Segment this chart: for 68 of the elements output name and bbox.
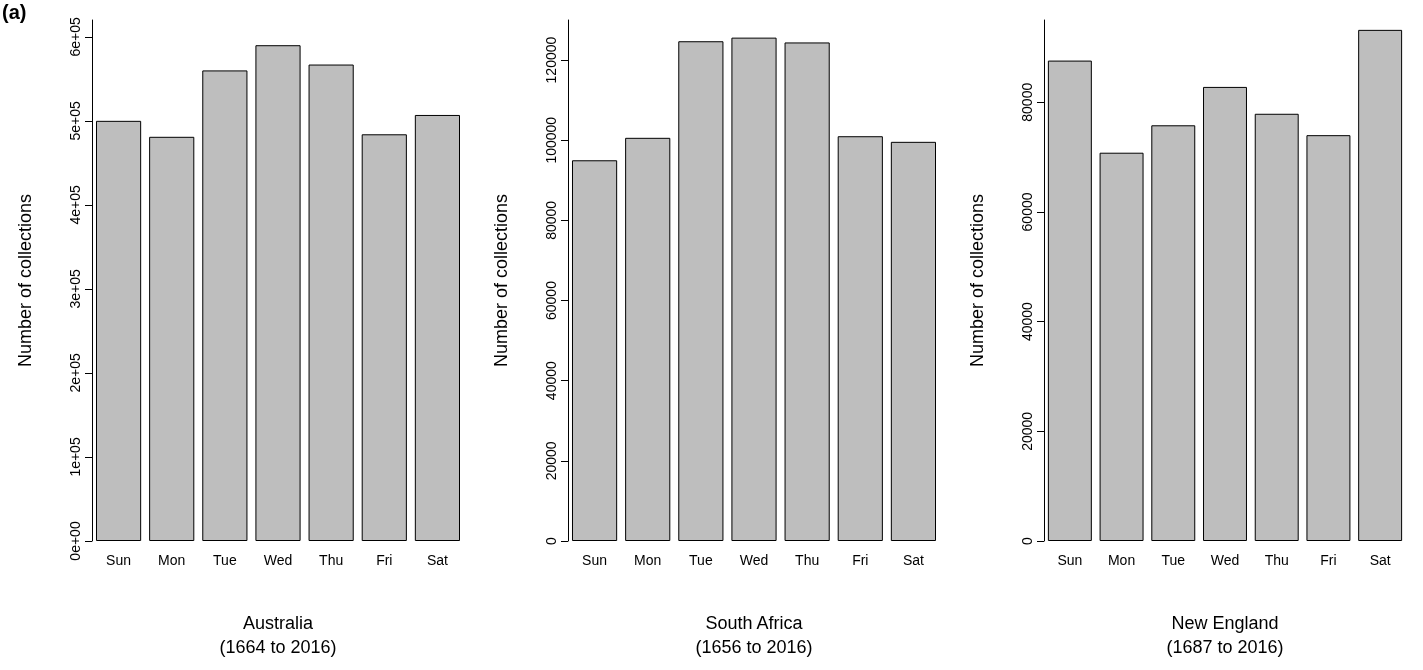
x-tick-label: Wed <box>739 552 769 568</box>
y-tick-label: 40000 <box>1019 301 1035 342</box>
x-tick-label: Mon <box>158 552 186 568</box>
y-tick-label: 80000 <box>1019 82 1035 122</box>
y-tick-label: 2e+05 <box>67 353 83 393</box>
bar <box>95 120 142 541</box>
y-tick-label: 5e+05 <box>67 100 83 141</box>
x-tick-label: Thu <box>1264 552 1289 568</box>
bar <box>414 114 461 541</box>
x-tick-label: Sat <box>426 552 449 568</box>
y-axis-title: Number of collections <box>967 193 987 368</box>
bar <box>784 42 830 541</box>
bar <box>202 70 248 541</box>
bar <box>890 141 937 541</box>
y-tick-label: 20000 <box>543 441 559 481</box>
y-tick-label: 20000 <box>1019 411 1035 451</box>
y-tick-label: 3e+05 <box>67 269 83 309</box>
bar <box>837 136 883 541</box>
bar <box>1151 125 1196 541</box>
x-tick-label: Tue <box>689 552 713 568</box>
bar <box>308 64 354 541</box>
y-tick-label: 1e+05 <box>67 437 83 477</box>
bar <box>731 37 777 541</box>
x-tick-label: Tue <box>1161 552 1186 568</box>
x-tick-label: Thu <box>319 552 344 568</box>
y-tick-label: 120000 <box>543 36 559 84</box>
x-tick-label: Sat <box>902 552 925 568</box>
x-tick-label: Fri <box>376 552 393 568</box>
y-tick-label: 80000 <box>543 200 559 240</box>
x-axis-title: South Africa (1656 to 2016) <box>695 613 813 657</box>
y-tick-label: 100000 <box>543 116 559 164</box>
y-tick-label: 4e+05 <box>67 185 83 225</box>
x-axis-title: New England (1687 to 2016) <box>1166 613 1284 657</box>
x-tick-label: Sun <box>106 552 132 568</box>
bar <box>255 45 301 541</box>
text: (a) <box>2 1 27 23</box>
x-tick-label: Thu <box>795 552 820 568</box>
x-tick-label: Tue <box>213 552 237 568</box>
x-tick-label: Fri <box>852 552 869 568</box>
bar <box>625 137 671 541</box>
bar <box>361 134 407 541</box>
x-tick-label: Sat <box>1369 552 1391 568</box>
bar <box>1358 29 1403 541</box>
bar <box>571 160 618 541</box>
y-tick-label: 60000 <box>543 280 559 321</box>
x-tick-label: Wed <box>1210 552 1240 568</box>
bar <box>678 41 724 541</box>
x-tick-label: Wed <box>263 552 293 568</box>
x-tick-label: Sun <box>1057 552 1083 568</box>
y-axis-title: Number of collections <box>491 193 511 368</box>
y-tick-label: 40000 <box>543 361 559 401</box>
bar <box>1047 60 1092 541</box>
y-tick-label: 6e+05 <box>67 16 83 57</box>
bar <box>1099 152 1144 541</box>
bar <box>1306 135 1351 541</box>
bar <box>149 136 195 541</box>
x-tick-label: Mon <box>634 552 662 568</box>
bar <box>1254 113 1299 541</box>
x-tick-label: Mon <box>1107 552 1136 568</box>
x-axis-title: Australia (1664 to 2016) <box>219 613 337 657</box>
x-tick-label: Fri <box>1320 552 1337 568</box>
y-tick-label: 0 <box>1019 536 1035 545</box>
y-axis-title: Number of collections <box>15 193 35 368</box>
y-tick-label: 60000 <box>1019 192 1035 232</box>
bar <box>1203 86 1247 541</box>
x-tick-label: Sun <box>582 552 608 568</box>
y-tick-label: 0 <box>543 536 559 545</box>
y-tick-label: 0e+00 <box>67 521 83 561</box>
